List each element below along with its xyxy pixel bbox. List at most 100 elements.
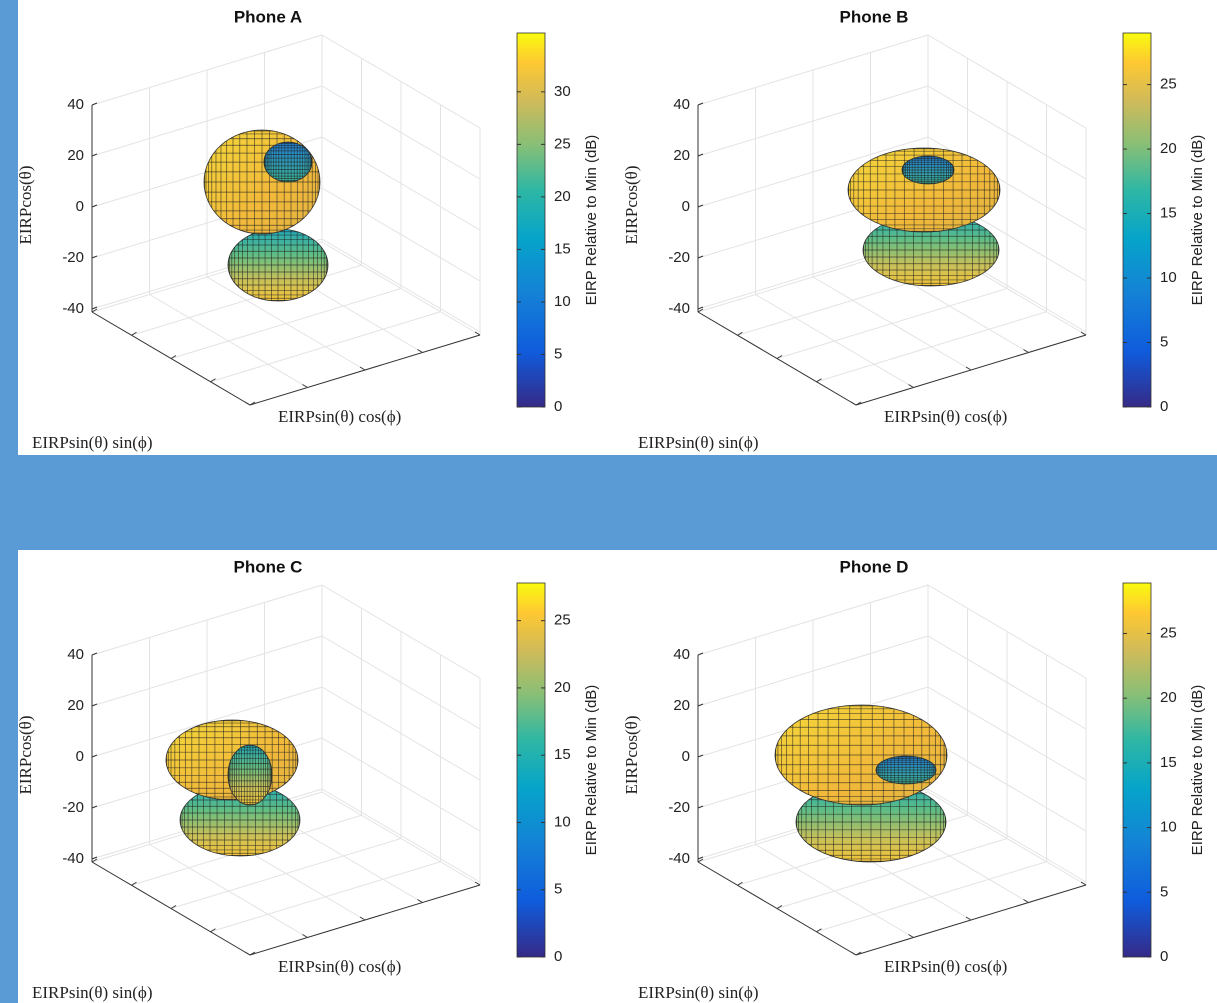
colorbar-tick-label: 5: [1160, 883, 1168, 900]
x-axis-label: EIRPsin(θ) cos(ϕ): [884, 407, 1007, 426]
colorbar-tick-label: 25: [1160, 76, 1177, 93]
z-tick-mark: [91, 204, 98, 208]
y-axis-label: EIRPsin(θ) sin(ϕ): [32, 983, 153, 1002]
colorbar: [516, 582, 546, 958]
z-tick-label: 20: [673, 697, 690, 714]
z-tick-mark: [697, 652, 704, 656]
z-tick-mark: [91, 754, 98, 758]
tick-mark: [131, 881, 137, 886]
grid-line: [927, 584, 1087, 679]
colorbar-label: EIRP Relative to Min (dB): [1189, 685, 1206, 856]
z-tick-label: -20: [62, 249, 84, 266]
surface-mesh: [264, 142, 312, 182]
colorbar-tick-label: 5: [554, 881, 562, 898]
tick-mark: [776, 355, 783, 359]
tick-mark: [816, 928, 822, 933]
tick-mark: [737, 331, 743, 336]
grid-line: [927, 85, 1087, 180]
tick-mark: [474, 331, 481, 336]
colorbar-tick-label: 10: [554, 293, 571, 310]
tick-mark: [697, 308, 704, 313]
y-axis-label: EIRPsin(θ) sin(ϕ): [638, 433, 759, 452]
axis-line: [91, 861, 251, 956]
floor-grid: [321, 241, 481, 336]
tick-mark: [91, 308, 98, 313]
floor-grid: [816, 311, 1047, 383]
colorbar-tick-label: 0: [554, 948, 562, 965]
z-tick-label: 40: [67, 96, 84, 113]
z-tick-label: -40: [62, 850, 84, 867]
tick-mark: [908, 934, 914, 938]
grid-line: [321, 686, 481, 781]
floor-grid: [816, 861, 1047, 933]
grid-line: [321, 788, 481, 883]
z-tick-label: 20: [673, 147, 690, 164]
tick-mark: [965, 366, 972, 371]
grid-line: [321, 34, 481, 129]
chart-title: Phone B: [840, 7, 909, 26]
grid-line: [697, 34, 929, 106]
colorbar: [516, 32, 546, 408]
colorbar-tick-label: 25: [1160, 624, 1177, 641]
colorbar-tick-label: 15: [554, 240, 571, 257]
z-tick-mark: [697, 805, 704, 809]
chart-title: Phone A: [234, 7, 302, 26]
colorbar-tick-label: 10: [554, 813, 571, 830]
z-tick-label: -40: [668, 850, 690, 867]
z-tick-label: 40: [673, 646, 690, 663]
z-axis-label: EIRPcos(θ): [16, 166, 35, 245]
z-tick-label: -40: [62, 300, 84, 317]
floor-grid: [210, 311, 441, 383]
floor-grid: [321, 791, 481, 886]
floor-grid: [206, 276, 366, 371]
axis-line: [91, 311, 251, 406]
floor-grid: [812, 276, 972, 371]
chart-title: Phone C: [234, 557, 303, 576]
grid-line: [321, 238, 481, 333]
subplot: -40 -20 0 20 40 Phone D EIRPsin(θ) cos(ϕ) EIRPs…: [622, 557, 1206, 1001]
z-tick-mark: [91, 306, 98, 310]
colorbar-tick-label: 20: [554, 188, 571, 205]
z-tick-label: 40: [67, 646, 84, 663]
tick-mark: [91, 858, 98, 863]
z-tick-mark: [91, 703, 98, 707]
axis-line: [249, 334, 481, 406]
z-tick-mark: [697, 754, 704, 758]
axis-line: [697, 311, 857, 406]
colorbar-tick-label: 20: [1160, 689, 1177, 706]
tick-mark: [908, 384, 914, 388]
z-tick-mark: [91, 255, 98, 259]
top-panel: [18, 0, 1217, 455]
grid-line: [321, 85, 481, 180]
z-tick-label: 40: [673, 96, 690, 113]
axis-line: [249, 884, 481, 956]
surface-mesh: [902, 156, 954, 184]
surface-mesh: [228, 745, 272, 805]
grid-line: [91, 85, 323, 157]
x-axis-label: EIRPsin(θ) cos(ϕ): [884, 957, 1007, 976]
tick-mark: [359, 366, 366, 371]
tick-mark: [131, 331, 137, 336]
tick-mark: [417, 899, 423, 903]
z-tick-mark: [91, 805, 98, 809]
tick-mark: [302, 934, 308, 938]
grid-line: [91, 584, 323, 656]
colorbar: [1122, 582, 1152, 958]
colorbar-tick-label: 0: [1160, 398, 1168, 415]
grid-line: [697, 85, 929, 157]
tick-mark: [359, 916, 366, 921]
z-tick-mark: [91, 153, 98, 157]
tick-mark: [170, 905, 177, 909]
grid-line: [697, 136, 929, 208]
tick-mark: [1080, 331, 1087, 336]
z-tick-label: 0: [682, 198, 690, 215]
tick-mark: [210, 928, 216, 933]
y-axis-label: EIRPsin(θ) sin(ϕ): [638, 983, 759, 1002]
grid-line: [91, 635, 323, 707]
floor-grid: [210, 861, 441, 933]
z-tick-mark: [697, 153, 704, 157]
colorbar-label: EIRP Relative to Min (dB): [583, 135, 600, 306]
grid-line: [321, 737, 481, 832]
grid-line: [697, 635, 929, 707]
